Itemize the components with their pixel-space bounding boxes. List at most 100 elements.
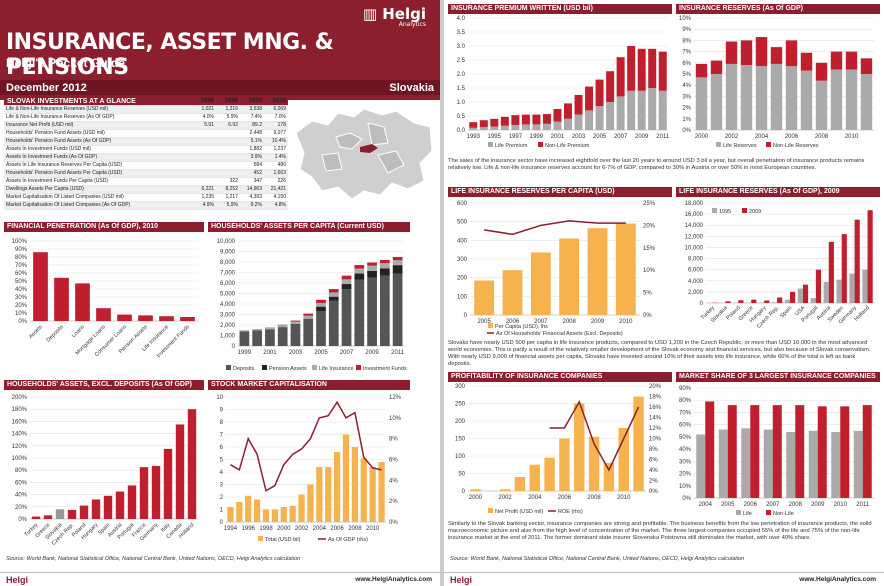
bar	[289, 505, 296, 522]
x-tick-label: 1996	[242, 526, 256, 532]
y-tick-label: 150	[455, 437, 466, 443]
y-tick-label: 0	[700, 301, 704, 307]
bar	[817, 406, 827, 498]
bar-segment	[800, 70, 813, 130]
lr09-title: LIFE INSURANCE RESERVES (As Of GDP), 200…	[676, 187, 880, 197]
y-tick-label: 10%	[679, 484, 692, 490]
bar-segment	[725, 63, 738, 130]
bar-segment	[392, 265, 403, 274]
bar-segment	[239, 330, 250, 332]
bar	[163, 448, 173, 519]
bar	[588, 436, 600, 491]
y-tick-label: 600	[457, 201, 468, 207]
bar	[587, 228, 608, 315]
cell-value	[192, 169, 216, 178]
bar-segment	[500, 116, 509, 126]
country-label: Slovakia	[389, 82, 434, 94]
legend-label: 2009	[749, 209, 761, 215]
cell-value: 5.1%	[240, 137, 264, 146]
y-tick-label: 10%	[679, 16, 692, 22]
y-tick-label: 160%	[12, 419, 28, 425]
bar	[360, 458, 367, 522]
y-tick-label: 6,000	[688, 268, 704, 274]
glance-year: 2005	[240, 97, 264, 106]
footer-url[interactable]: www.HelgiAnalytics.com	[355, 576, 432, 583]
y-tick-label: 10	[216, 395, 223, 401]
cell-value: 3.9%	[240, 153, 264, 162]
legend-swatch	[258, 536, 263, 541]
bar-segment	[637, 48, 646, 91]
bar	[862, 269, 868, 303]
cell-value: 89.2	[240, 121, 264, 130]
x-tick-label: 2004	[528, 495, 542, 501]
x-tick-label: 2001	[551, 134, 565, 140]
table-row: Market Capitalisation Of Listed Companie…	[4, 193, 288, 202]
bar-segment	[595, 106, 604, 130]
x-tick-label: 2006	[744, 502, 758, 508]
y-tick-label: 2.5	[457, 58, 466, 64]
bar-segment	[252, 328, 263, 331]
y2-tick-label: 20%	[649, 384, 662, 390]
x-tick-label: 2011	[856, 502, 870, 508]
table-row: Assets In Investment Funds Per Capita (U…	[4, 177, 288, 186]
y2-tick-label: 8%	[389, 437, 398, 443]
bar-segment	[574, 95, 583, 115]
bar	[705, 401, 715, 498]
y-tick-label: 5%	[682, 72, 691, 78]
y-tick-label: 0.0	[457, 128, 466, 134]
legend-label: 1995	[719, 209, 731, 215]
bar-segment	[845, 69, 858, 130]
bar-segment	[815, 80, 828, 130]
date-bar: December 2012 Slovakia	[0, 80, 440, 95]
cell-value: 14,963	[240, 185, 264, 194]
y-tick-label: 12,000	[685, 234, 704, 240]
y-tick-label: 500	[457, 220, 468, 226]
table-row: Assets In Investment Funds (As Of GDP) 3.…	[4, 153, 288, 162]
cell-value: 584	[240, 161, 264, 170]
bar	[840, 406, 850, 498]
y2-tick-label: 20%	[643, 223, 656, 229]
bar	[615, 223, 636, 315]
bar	[810, 298, 816, 303]
y-tick-label: 50%	[679, 435, 692, 441]
bar	[750, 405, 760, 498]
x-tick-label: 2007	[534, 319, 548, 325]
legend-swatch	[766, 510, 771, 515]
series-line	[230, 400, 382, 492]
hh-chart: 0 1,000 2,000 3,000 4,000 5,000 6,000 7,000 8,00…	[217, 239, 407, 372]
footer-url[interactable]: www.HelgiAnalytics.com	[799, 576, 876, 583]
bar-segment	[265, 329, 275, 346]
y-tick-label: 0.5	[457, 114, 466, 120]
lrpc-chart: 0 100 200 300 400 500 600 0% 5% 10% 15% 20% 25% 2005 2…	[457, 201, 656, 337]
row-label: Assets In Life Insurance Reserves Per Ca…	[4, 161, 192, 170]
y-tick-label: 0%	[682, 496, 691, 502]
legend-label: Non-Life	[773, 511, 794, 517]
bar	[786, 432, 796, 498]
row-label: Life & Non-Life Insurance Reserves (USD …	[4, 105, 192, 114]
y-tick-label: 2,000	[688, 290, 704, 296]
y2-tick-label: 15%	[643, 246, 656, 252]
row-label: Assets In Investment Funds Per Capita (U…	[4, 177, 192, 186]
x-tick-label: 1998	[259, 526, 273, 532]
bar	[369, 467, 376, 522]
y-tick-label: 50%	[15, 279, 28, 285]
y-tick-label: 9%	[682, 27, 691, 33]
left-page: ▥ Helgi Analytics INSURANCE, ASSET MNG. &…	[0, 0, 440, 586]
bar-segment	[277, 327, 288, 346]
bar-segment	[770, 47, 783, 64]
cell-value: 1,216	[216, 105, 240, 114]
cell-value: 6,221	[192, 185, 216, 194]
row-label: Market Capitalisation Of Listed Companie…	[4, 201, 192, 210]
right-page: INSURANCE PREMIUM WRITTEN (USD bil) 0.0 0…	[444, 0, 884, 586]
bar-segment	[532, 124, 541, 130]
y-tick-label: 3,000	[220, 313, 236, 319]
y-tick-label: 10,000	[217, 239, 236, 245]
y-tick-label: 8	[220, 420, 224, 426]
x-tick-label: 2008	[562, 319, 576, 325]
bar	[529, 464, 540, 491]
hhx-chart: 0%20%40%60%80%100%120%140%160%180%200%Tu…	[12, 395, 198, 546]
bar-segment	[511, 115, 520, 125]
bar-segment	[328, 296, 339, 301]
y-tick-label: 1	[220, 508, 224, 514]
bar	[828, 241, 834, 303]
